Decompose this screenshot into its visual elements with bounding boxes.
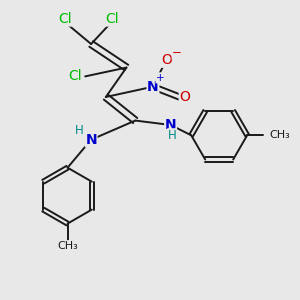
Text: Cl: Cl — [58, 12, 71, 26]
Text: CH₃: CH₃ — [269, 130, 290, 140]
Text: O: O — [161, 53, 172, 67]
Text: Cl: Cl — [105, 12, 119, 26]
Text: H: H — [75, 124, 84, 137]
Text: O: O — [179, 90, 190, 104]
Text: H: H — [168, 129, 176, 142]
Text: Cl: Cl — [69, 69, 82, 83]
Text: CH₃: CH₃ — [57, 241, 78, 251]
Text: N: N — [147, 80, 159, 94]
Text: N: N — [165, 118, 176, 132]
Text: +: + — [156, 73, 165, 83]
Text: N: N — [85, 133, 97, 147]
Text: −: − — [172, 46, 182, 59]
